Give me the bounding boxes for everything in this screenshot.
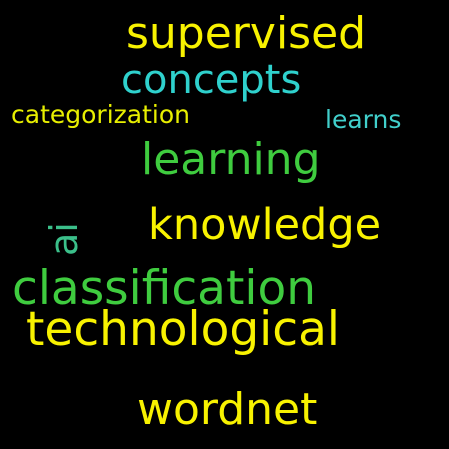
word-technological: technological	[26, 302, 340, 357]
word-learning: learning	[141, 134, 321, 185]
word-concepts: concepts	[121, 57, 302, 103]
word-supervised: supervised	[126, 8, 367, 59]
word-classification: classification	[12, 261, 317, 316]
word-ai: ai	[42, 222, 86, 256]
word-wordnet: wordnet	[137, 384, 318, 435]
word-learns: learns	[325, 105, 402, 134]
word-knowledge: knowledge	[148, 200, 382, 250]
word-categorization: categorization	[11, 100, 190, 129]
